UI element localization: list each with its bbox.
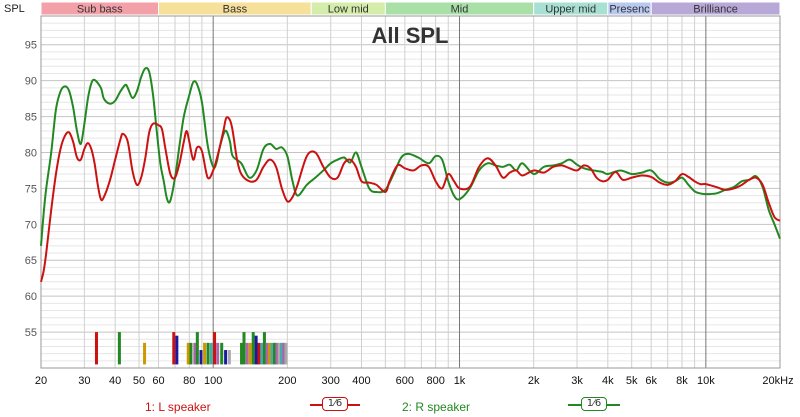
filter-marker	[117, 332, 121, 365]
y-tick-label: 55	[25, 327, 37, 339]
y-tick-label: 80	[25, 147, 37, 159]
y-tick-label: 85	[25, 112, 37, 124]
filter-marker	[248, 342, 252, 365]
filter-marker	[251, 332, 255, 365]
filter-marker	[277, 342, 281, 365]
x-tick-label: 8k	[676, 375, 688, 387]
filter-marker	[245, 342, 249, 365]
x-tick-label: 800	[426, 375, 444, 387]
y-tick-label: 90	[25, 76, 37, 88]
x-tick-label: 10k	[697, 375, 715, 387]
filter-marker	[213, 332, 217, 365]
x-tick-label: 400	[352, 375, 370, 387]
legend-l-speaker[interactable]: 1: L speaker	[145, 400, 211, 414]
x-tick-label: 200	[278, 375, 296, 387]
x-tick-label: 20kHz	[762, 375, 793, 387]
x-tick-label: 5k	[626, 375, 638, 387]
r-smoothing-button[interactable]: 1⁄6	[568, 397, 620, 411]
x-tick-label: 40	[109, 375, 121, 387]
filter-marker	[282, 342, 286, 365]
grid	[40, 15, 781, 369]
y-tick-label: 95	[25, 40, 37, 52]
filter-marker	[224, 350, 228, 365]
filter-marker	[94, 332, 98, 365]
spl-chart: Sub bass Bass Low mid Mid Upper mid Presenc Br…	[4, 1, 794, 387]
filter-marker	[206, 342, 210, 365]
filter-marker	[260, 342, 264, 365]
l-smoothing-button[interactable]: 1⁄6	[310, 397, 360, 411]
band-label: Low mid	[328, 4, 369, 16]
band-label: Mid	[451, 4, 469, 16]
filter-marker	[227, 350, 231, 365]
filter-marker	[175, 335, 179, 365]
filter-marker	[254, 335, 258, 365]
x-tick-label: 4k	[602, 375, 614, 387]
filter-marker	[284, 342, 288, 365]
l-smoothing-label: 1⁄6	[322, 397, 348, 411]
filter-marker	[240, 342, 244, 365]
r-smoothing-label: 1⁄6	[581, 397, 607, 411]
legend: 1: L speaker 1⁄6 2: R speaker 1⁄6	[0, 392, 800, 417]
filter-marker	[220, 342, 224, 365]
filter-marker	[203, 342, 207, 365]
y-tick-label: 70	[25, 219, 37, 231]
legend-r-speaker[interactable]: 2: R speaker	[402, 400, 471, 414]
band-label: Brilliance	[693, 4, 738, 16]
filter-marker	[280, 342, 284, 365]
filter-marker	[268, 342, 272, 365]
x-tick-label: 20	[35, 375, 47, 387]
x-tick-label: 300	[322, 375, 340, 387]
x-tick-label: 30	[78, 375, 90, 387]
x-tick-label: 6k	[645, 375, 657, 387]
filter-marker	[273, 342, 277, 365]
x-tick-label: 3k	[571, 375, 583, 387]
x-tick-label: 2k	[528, 375, 540, 387]
filter-marker	[270, 342, 274, 365]
filter-marker	[209, 342, 213, 365]
x-tick-label: 100	[204, 375, 222, 387]
filter-marker	[195, 332, 199, 365]
filter-marker	[257, 342, 261, 365]
plot-frame	[40, 15, 781, 369]
y-tick-label: 75	[25, 183, 37, 195]
chart-title: All SPL	[371, 23, 448, 48]
filter-marker	[275, 342, 279, 365]
x-tick-label: 600	[396, 375, 414, 387]
band-label: Sub bass	[77, 4, 123, 16]
filter-marker	[262, 332, 266, 365]
y-tick-label: 65	[25, 255, 37, 267]
filter-marker	[199, 350, 203, 365]
series-line-2-r-speaker	[40, 67, 781, 246]
band-brilliance	[650, 1, 781, 16]
filter-marker	[186, 342, 190, 365]
x-tick-label: 1k	[454, 375, 466, 387]
x-tick-label: 60	[152, 375, 164, 387]
filter-marker	[143, 342, 147, 365]
band-label: Bass	[223, 4, 248, 16]
filter-marker	[193, 342, 197, 365]
y-axis-label: SPL	[4, 3, 25, 15]
band-label: Presenc	[609, 4, 650, 16]
filter-marker	[189, 342, 193, 365]
band-label: Upper mid	[545, 4, 596, 16]
filter-marker	[172, 332, 176, 365]
filter-marker	[242, 332, 246, 365]
x-tick-label: 50	[133, 375, 145, 387]
filter-marker	[216, 342, 220, 365]
markers	[94, 332, 288, 365]
y-tick-label: 60	[25, 291, 37, 303]
filter-marker	[265, 342, 269, 365]
x-tick-label: 80	[183, 375, 195, 387]
series-line-1-l-speaker	[40, 116, 781, 283]
